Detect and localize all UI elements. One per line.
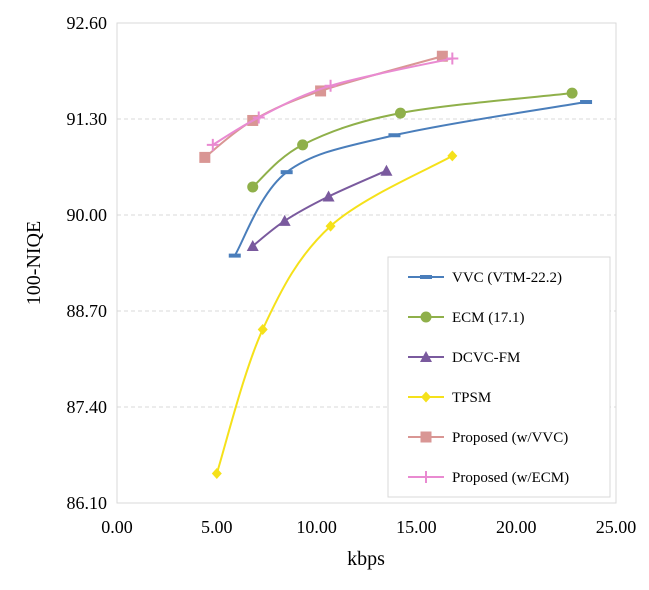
tick-labels: 86.10 87.40 88.70 90.00 91.30 92.60 0.00 5.00 10… (67, 13, 637, 537)
data-point (388, 133, 401, 138)
y-axis-title: 100-NIQE (23, 221, 45, 305)
y-tick-label: 88.70 (67, 301, 108, 321)
x-tick-label: 5.00 (201, 517, 233, 537)
data-point (566, 87, 578, 99)
x-tick-label: 25.00 (596, 517, 637, 537)
series-line (233, 101, 587, 257)
x-tick-label: 20.00 (496, 517, 537, 537)
data-point (436, 50, 448, 62)
data-point (246, 240, 259, 252)
legend-label: TPSM (452, 390, 491, 406)
data-point (394, 107, 406, 119)
legend-marker (420, 311, 432, 323)
legend-entry: Proposed (w/ECM) (408, 470, 569, 486)
legend-label: ECM (17.1) (452, 310, 525, 326)
series-line (212, 57, 453, 146)
data-point (322, 190, 335, 202)
legend-entry: DCVC-FM (408, 350, 520, 366)
y-tick-label: 90.00 (67, 205, 108, 225)
series-layer (199, 50, 593, 479)
legend: VVC (VTM-22.2) ECM (17.1) DCVC-FM TPSM Propo… (387, 256, 611, 498)
series-2 (246, 164, 393, 252)
legend-entry: TPSM (408, 390, 491, 406)
x-axis-title: kbps (347, 548, 385, 570)
legend-marker (420, 275, 432, 279)
data-point (447, 150, 458, 162)
data-point (380, 164, 393, 176)
data-point (315, 85, 327, 97)
data-point (199, 151, 211, 163)
legend-marker (420, 471, 432, 483)
x-tick-label: 15.00 (396, 517, 437, 537)
legend-marker (421, 391, 431, 403)
data-point (228, 253, 241, 258)
legend-box (387, 256, 611, 498)
data-point (211, 467, 222, 479)
legend-marker (420, 431, 432, 443)
y-tick-label: 92.60 (67, 13, 108, 33)
data-point (206, 138, 219, 151)
series-5 (206, 52, 459, 151)
y-tick-label: 87.40 (67, 397, 108, 417)
series-1 (247, 87, 578, 193)
legend-label: Proposed (w/ECM) (452, 470, 569, 486)
data-point (280, 170, 293, 175)
y-tick-label: 91.30 (67, 109, 108, 129)
series-0 (228, 100, 593, 258)
data-point (257, 323, 268, 335)
data-point (252, 111, 265, 124)
data-point (278, 214, 291, 226)
data-point (580, 100, 593, 105)
data-point (247, 181, 259, 193)
legend-label: Proposed (w/VVC) (452, 430, 568, 446)
series-line (252, 169, 387, 247)
legend-entry: Proposed (w/VVC) (408, 430, 568, 446)
x-tick-label: 10.00 (296, 517, 337, 537)
series-line (204, 55, 443, 159)
legend-marker (420, 351, 432, 362)
data-point (297, 139, 309, 151)
data-point (325, 220, 336, 232)
series-line (252, 92, 573, 188)
y-tick-label: 86.10 (67, 493, 108, 513)
legend-entry: ECM (17.1) (408, 310, 525, 326)
series-3 (211, 150, 458, 479)
legend-label: VVC (VTM-22.2) (452, 270, 562, 286)
x-tick-label: 0.00 (101, 517, 133, 537)
data-point (324, 79, 337, 92)
series-line (215, 155, 453, 474)
legend-label: DCVC-FM (452, 350, 520, 366)
data-point (446, 52, 459, 65)
legend-entry: VVC (VTM-22.2) (408, 270, 562, 286)
